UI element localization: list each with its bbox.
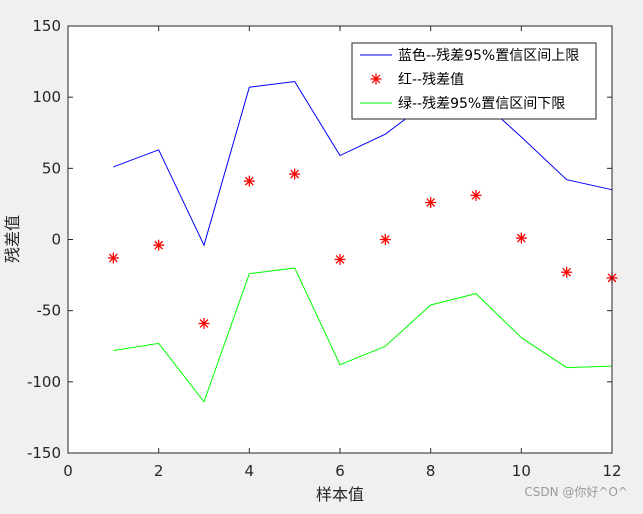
legend-marker-swatch (370, 73, 382, 85)
x-tick-label: 10 (512, 462, 531, 480)
data-point (425, 196, 437, 208)
x-tick-label: 4 (245, 462, 255, 480)
data-point (515, 232, 527, 244)
data-point (153, 239, 165, 251)
x-tick-label: 2 (154, 462, 164, 480)
watermark-text: CSDN @你好^O^ (524, 485, 628, 499)
legend-label: 蓝色--残差95%置信区间上限 (398, 47, 579, 64)
data-point (379, 234, 391, 245)
x-tick-label: 0 (63, 462, 73, 480)
x-axis-title: 样本值 (316, 485, 364, 504)
series-group (107, 80, 618, 403)
y-axis-title: 残差值 (3, 215, 22, 263)
x-tick-label: 6 (335, 462, 345, 480)
data-point (198, 317, 210, 329)
legend-label: 绿--残差95%置信区间下限 (398, 96, 565, 112)
y-tick-label: 0 (51, 231, 61, 249)
data-point (243, 175, 255, 187)
y-tick-label: -100 (27, 373, 61, 391)
data-point (470, 189, 482, 201)
y-tick-label: -50 (37, 302, 62, 320)
data-point (334, 253, 346, 265)
data-point (561, 266, 573, 278)
series-line-1 (113, 80, 613, 247)
y-tick-label: 150 (32, 17, 61, 35)
y-tick-label: 50 (42, 159, 61, 177)
axes-group: 0 2 4 6 8 10 12 -150 -100 -50 0 50 100 150 (27, 17, 622, 480)
x-tick-label: 12 (602, 462, 621, 480)
data-point (289, 168, 301, 180)
y-tick-label: 100 (32, 88, 61, 106)
legend-box (351, 42, 597, 120)
series-line-3 (113, 267, 613, 403)
legend-label: 红--残差值 (398, 72, 464, 88)
y-tick-label: -150 (27, 444, 61, 462)
x-tick-label: 8 (426, 462, 436, 480)
data-point (107, 252, 119, 264)
